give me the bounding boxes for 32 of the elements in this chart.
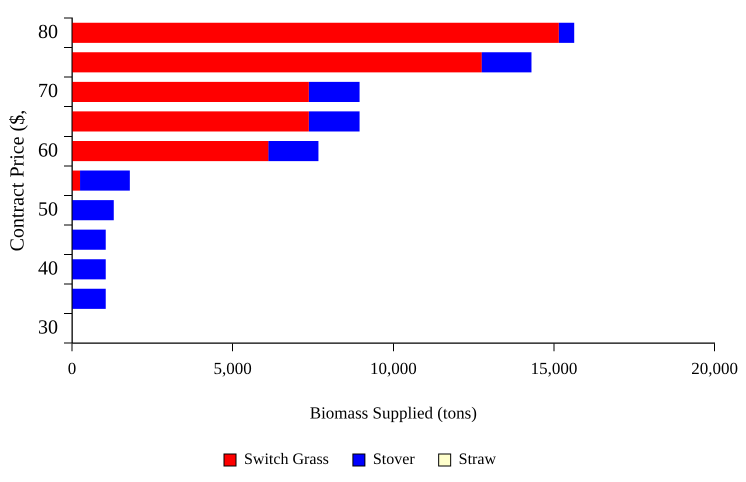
bar xyxy=(558,22,574,43)
bar xyxy=(72,170,80,191)
bar xyxy=(72,200,114,220)
bar xyxy=(308,82,360,102)
x-axis-title: Biomass Supplied (tons) xyxy=(310,403,477,422)
legend-label: Straw xyxy=(458,451,496,468)
y-axis-title: Contract Price ($, xyxy=(6,110,28,252)
x-tick-label: 15,000 xyxy=(530,358,578,378)
bar xyxy=(72,22,559,43)
y-tick-label: 70 xyxy=(38,80,58,102)
x-tick-label: 20,000 xyxy=(691,358,738,378)
y-tick-label: 30 xyxy=(38,316,58,339)
legend-label: Stover xyxy=(372,451,416,468)
bar xyxy=(72,288,106,309)
bar xyxy=(72,230,106,250)
bar xyxy=(72,111,309,132)
bar xyxy=(482,52,532,72)
bar xyxy=(80,170,130,191)
bar xyxy=(308,111,360,132)
y-tick-label: 80 xyxy=(38,21,58,44)
x-tick-label: 0 xyxy=(68,358,76,378)
bar xyxy=(72,259,106,280)
bar xyxy=(72,140,268,162)
x-tick-label: 10,000 xyxy=(370,358,417,378)
y-tick-label: 60 xyxy=(38,139,58,162)
y-tick-label: 40 xyxy=(38,258,58,280)
bar xyxy=(268,140,318,162)
legend-label: Switch Grass xyxy=(244,451,329,468)
y-tick-label: 50 xyxy=(38,198,58,220)
bar xyxy=(72,82,309,102)
x-tick-label: 5,000 xyxy=(214,358,252,378)
bar xyxy=(72,52,482,72)
